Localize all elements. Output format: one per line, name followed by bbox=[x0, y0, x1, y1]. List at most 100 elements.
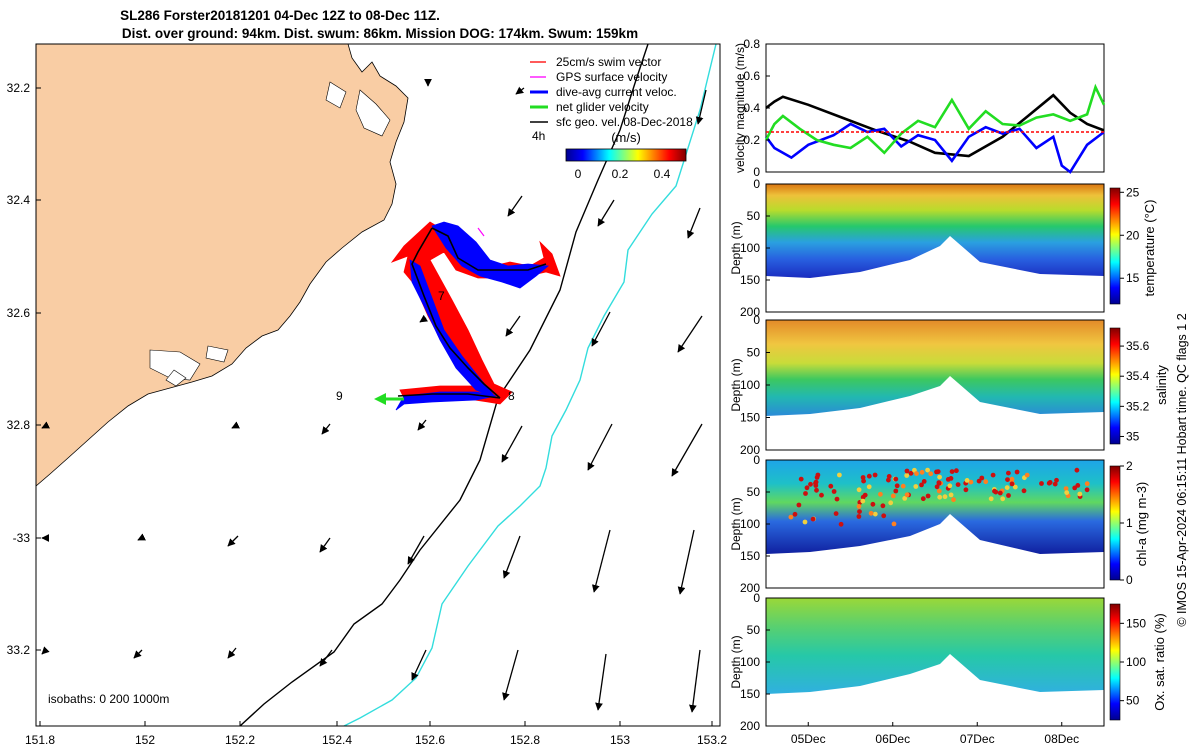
depth-tick-label: 50 bbox=[747, 209, 761, 223]
map-x-ticks: 151.8 152 152.2 152.4 152.6 152.8 153 153.2 bbox=[25, 721, 727, 747]
chart-title: SL286 Forster20181201 04-Dec 12Z to 08-D… bbox=[120, 8, 440, 23]
chla-sample-dot bbox=[913, 484, 919, 489]
depth-tick-label: 200 bbox=[740, 443, 760, 457]
chla-sample-dot bbox=[1004, 485, 1010, 490]
chla-y-ticks: 0 50 100 150 200 bbox=[740, 453, 770, 595]
chla-sample-dot bbox=[1014, 469, 1020, 475]
map-y-ticks: 32.2 32.4 32.6 32.8 -33 33.2 bbox=[7, 81, 41, 657]
chla-sample-dot bbox=[1084, 481, 1090, 487]
depth-tick-label: 200 bbox=[740, 305, 760, 319]
depth-tick-label: 0 bbox=[753, 591, 760, 605]
chla-sample-dot bbox=[893, 488, 899, 494]
chla-sample-dot bbox=[880, 503, 886, 509]
time-step-label: 4h bbox=[532, 129, 545, 143]
chla-sample-dot bbox=[870, 501, 876, 507]
colorbar-tick-label: 25 bbox=[1126, 185, 1140, 199]
depth-tick-label: 150 bbox=[740, 273, 760, 287]
chla-sample-dot bbox=[921, 479, 927, 484]
salinity-colorbar bbox=[1109, 327, 1121, 445]
legend-dive-current: dive-avg current veloc. bbox=[556, 85, 677, 99]
chla-sample-dot bbox=[1021, 488, 1027, 494]
chla-sample-dot bbox=[810, 516, 816, 522]
map-x-tick-label: 152.6 bbox=[415, 733, 445, 747]
chla-sample-dot bbox=[1009, 481, 1015, 487]
isobaths-label: isobaths: 0 200 1000m bbox=[48, 692, 169, 706]
chla-sample-dot bbox=[997, 490, 1003, 496]
map-x-tick-label: 153 bbox=[610, 733, 630, 747]
chla-sample-dot bbox=[934, 469, 939, 475]
colorbar-tick-2: 0.4 bbox=[654, 167, 671, 181]
depth-tick-label: 200 bbox=[740, 581, 760, 595]
temperature-panel: 0 50 100 150 200 Depth (m) 15 20 25 temperatur… bbox=[729, 177, 1157, 319]
lake-4 bbox=[205, 345, 229, 363]
map-y-tick-label: -33 bbox=[13, 531, 31, 545]
chla-sample-dot bbox=[860, 475, 866, 480]
chla-sample-dot bbox=[934, 484, 940, 490]
chla-sample-dot bbox=[1047, 480, 1053, 485]
chla-sample-dot bbox=[1005, 477, 1010, 482]
chla-sample-dot bbox=[878, 491, 883, 497]
chla-sample-dot bbox=[928, 471, 934, 477]
map-y-tick-label: 32.2 bbox=[7, 81, 31, 95]
chla-sample-dot bbox=[815, 472, 821, 478]
map-x-tick-label: 152.8 bbox=[510, 733, 540, 747]
chla-sample-dot bbox=[837, 472, 842, 478]
chla-sample-dot bbox=[1054, 477, 1059, 483]
salinity-colorbar-label: salinity bbox=[1154, 365, 1169, 405]
chla-sample-dot bbox=[937, 494, 943, 500]
velocity-plot-frame bbox=[765, 43, 1105, 173]
chla-sample-dot bbox=[990, 472, 996, 478]
chla-sample-dot bbox=[964, 478, 970, 483]
map-x-tick-label: 152 bbox=[135, 733, 155, 747]
chla-sample-dot bbox=[919, 469, 925, 475]
chla-sample-dot bbox=[856, 504, 862, 509]
oxygen-colorbar bbox=[1109, 603, 1121, 721]
oxygen-x-ticks: 05Dec 06Dec 07Dec 08Dec bbox=[791, 722, 1079, 746]
depth-tick-label: 100 bbox=[740, 655, 760, 669]
track-day-label-8: 8 bbox=[508, 389, 515, 403]
temperature-colorbar bbox=[1109, 187, 1121, 305]
chla-sample-dot bbox=[920, 496, 926, 502]
chla-sample-dot bbox=[992, 488, 997, 494]
chla-sample-dot bbox=[1000, 496, 1006, 502]
velocity-panel: 0 0.2 0.4 0.6 0.8 velocity magnitude (m/s) bbox=[733, 37, 1106, 179]
chla-sample-dot bbox=[1006, 470, 1011, 476]
chla-sample-dot bbox=[979, 475, 985, 481]
chla-sample-dots bbox=[788, 467, 1090, 527]
chla-sample-dot bbox=[988, 496, 994, 502]
chla-sample-dot bbox=[856, 487, 862, 493]
date-tick-label: 07Dec bbox=[960, 732, 995, 746]
temperature-ylabel: Depth (m) bbox=[729, 221, 743, 274]
velocity-y-tick-label: 0.4 bbox=[743, 101, 760, 115]
depth-tick-label: 150 bbox=[740, 687, 760, 701]
chla-sample-dot bbox=[976, 478, 982, 484]
oxygen-colorbar-label: Ox. sat. ratio (%) bbox=[1152, 613, 1167, 711]
chla-sample-dot bbox=[968, 479, 974, 485]
chla-sample-dot bbox=[814, 487, 819, 493]
chla-sample-dot bbox=[948, 492, 954, 498]
chla-sample-dot bbox=[951, 497, 956, 503]
chla-sample-dot bbox=[1039, 481, 1044, 486]
chla-sample-dot bbox=[803, 491, 808, 496]
salinity-colorbar-ticks: 35 35.2 35.4 35.6 bbox=[1120, 339, 1150, 443]
chla-sample-dot bbox=[813, 479, 819, 485]
chla-sample-dot bbox=[802, 519, 808, 525]
map-y-tick-label: 32.6 bbox=[7, 306, 31, 320]
chla-sample-dot bbox=[796, 502, 802, 508]
map-x-tick-label: 152.4 bbox=[322, 733, 352, 747]
chla-sample-dot bbox=[872, 511, 878, 517]
isobath-1000m bbox=[343, 44, 717, 726]
velocity-y-tick-label: 0.6 bbox=[743, 69, 760, 83]
depth-tick-label: 50 bbox=[747, 346, 761, 360]
colorbar-tick-1: 0.2 bbox=[612, 167, 629, 181]
chla-sample-dot bbox=[894, 483, 900, 489]
depth-tick-label: 150 bbox=[740, 411, 760, 425]
chla-sample-dot bbox=[872, 472, 878, 478]
velocity-ylabel: velocity magnitude (m/s) bbox=[733, 43, 747, 173]
chla-sample-dot bbox=[890, 493, 896, 499]
chla-sample-dot bbox=[828, 483, 834, 489]
lake-1 bbox=[355, 89, 391, 137]
velocity-series bbox=[764, 83, 1106, 174]
chla-sample-dot bbox=[1009, 476, 1015, 482]
chla-sample-dot bbox=[919, 482, 924, 488]
